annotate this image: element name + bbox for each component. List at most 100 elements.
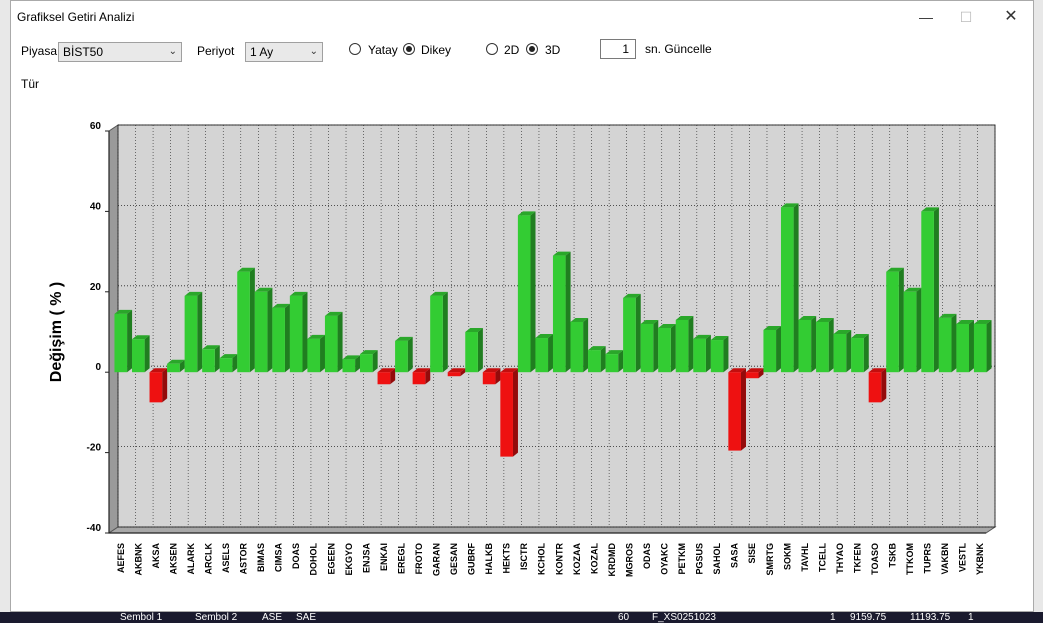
bar-side bbox=[846, 330, 852, 373]
radio-yatay[interactable] bbox=[349, 43, 361, 55]
bar-top bbox=[482, 368, 501, 373]
bar-top bbox=[167, 359, 185, 364]
bar bbox=[956, 323, 970, 373]
tur-label: Tür bbox=[21, 77, 39, 91]
analysis-window: Grafiksel Getiri Analizi — ☐ ✕ Piyasa Bİ… bbox=[10, 0, 1034, 612]
chevron-down-icon: ⌄ bbox=[168, 46, 177, 57]
bar-top bbox=[623, 293, 641, 298]
bar-side bbox=[460, 368, 466, 377]
bar bbox=[254, 291, 268, 373]
close-button[interactable]: ✕ bbox=[1004, 8, 1018, 25]
bar-top bbox=[868, 368, 887, 373]
x-tick-label: EGEEN bbox=[326, 543, 336, 575]
bar-top bbox=[938, 313, 957, 318]
bar bbox=[324, 315, 338, 373]
bar-top bbox=[693, 334, 711, 339]
bar-top bbox=[149, 368, 168, 373]
bar bbox=[588, 350, 601, 373]
x-tick-label: TKFEN bbox=[852, 543, 862, 573]
bar-side bbox=[144, 335, 150, 373]
x-tick-label: AKBNK bbox=[133, 543, 143, 576]
bar-side bbox=[618, 350, 624, 373]
bar bbox=[289, 295, 303, 373]
bar bbox=[500, 372, 513, 457]
bar-side bbox=[793, 203, 799, 373]
background-app-bottom: Sembol 1 Sembol 2 ASE SAE 60 F_XS0251023… bbox=[0, 612, 1043, 623]
bar-top bbox=[710, 336, 729, 341]
bar-top bbox=[570, 317, 589, 322]
x-tick-label: EKGYO bbox=[344, 543, 354, 576]
bar-top bbox=[307, 334, 326, 339]
bar bbox=[237, 271, 250, 373]
x-tick-label: TOASO bbox=[870, 543, 880, 575]
bar-top bbox=[202, 345, 220, 350]
piyasa-label: Piyasa bbox=[21, 44, 58, 58]
bar-side bbox=[951, 313, 957, 373]
y-tick-label: -40 bbox=[87, 523, 102, 534]
radio-3d[interactable] bbox=[526, 43, 538, 55]
bar bbox=[482, 372, 496, 385]
refresh-interval-input[interactable]: 1 bbox=[600, 39, 636, 59]
x-tick-label: VESTL bbox=[958, 543, 968, 573]
piyasa-select[interactable]: BİST50 ⌄ bbox=[58, 42, 182, 62]
bar-side bbox=[337, 311, 343, 373]
bar-top bbox=[921, 207, 939, 212]
bar bbox=[412, 372, 426, 385]
bar-top bbox=[886, 267, 904, 272]
bar-side bbox=[442, 291, 448, 373]
bar-top bbox=[588, 346, 606, 351]
x-tick-label: ALARK bbox=[186, 543, 196, 575]
bar bbox=[570, 321, 584, 373]
x-tick-label: GESAN bbox=[449, 543, 459, 575]
bar bbox=[360, 354, 373, 373]
x-tick-label: TAVHL bbox=[800, 543, 810, 572]
window-title: Grafiksel Getiri Analizi bbox=[17, 10, 135, 24]
x-tick-label: ISCTR bbox=[519, 542, 529, 570]
bar bbox=[114, 313, 128, 373]
y-axis-title: Değişim ( % ) bbox=[48, 282, 65, 382]
plot-floor bbox=[107, 526, 997, 534]
bar bbox=[623, 297, 636, 373]
bg-text: F_XS0251023 bbox=[652, 612, 716, 623]
x-tick-label: TUPRS bbox=[923, 543, 933, 574]
bar-top bbox=[552, 251, 571, 256]
bar-side bbox=[407, 336, 413, 373]
bar bbox=[342, 359, 356, 373]
bar-side bbox=[705, 334, 711, 373]
bar-top bbox=[395, 336, 413, 341]
maximize-button[interactable]: ☐ bbox=[959, 9, 973, 25]
bar-top bbox=[763, 325, 782, 330]
x-tick-label: ASTOR bbox=[239, 543, 249, 575]
bar-top bbox=[816, 317, 834, 322]
bar-top bbox=[833, 330, 852, 335]
x-tick-label: BIMAS bbox=[256, 543, 266, 572]
bar-side bbox=[688, 315, 694, 373]
radio-dikey[interactable] bbox=[403, 43, 415, 55]
bar-side bbox=[512, 368, 518, 457]
bar-top bbox=[131, 335, 150, 340]
x-tick-label: KCHOL bbox=[537, 543, 547, 575]
bar-top bbox=[956, 319, 975, 324]
radio-2d[interactable] bbox=[486, 43, 498, 55]
bar-side bbox=[548, 334, 554, 373]
bar-top bbox=[430, 291, 448, 296]
bar-top bbox=[114, 309, 133, 314]
bar-top bbox=[745, 368, 764, 373]
background-app-right bbox=[1034, 0, 1043, 623]
x-tick-label: TCELL bbox=[817, 543, 827, 572]
refresh-label: sn. Güncelle bbox=[645, 42, 712, 56]
bar bbox=[395, 340, 408, 373]
bar-top bbox=[500, 368, 518, 373]
minimize-button[interactable]: — bbox=[919, 9, 933, 25]
bar bbox=[833, 334, 847, 373]
bar-top bbox=[798, 315, 817, 320]
periyot-select[interactable]: 1 Ay ⌄ bbox=[245, 42, 323, 62]
bar bbox=[430, 295, 443, 373]
bar-top bbox=[342, 355, 361, 360]
bar-top bbox=[973, 319, 992, 324]
bar-top bbox=[465, 328, 483, 332]
x-tick-label: DOAS bbox=[291, 543, 301, 569]
y-tick-label: 0 bbox=[95, 362, 101, 373]
y-tick-label: 20 bbox=[90, 282, 102, 293]
bg-text: 1 bbox=[968, 612, 974, 623]
